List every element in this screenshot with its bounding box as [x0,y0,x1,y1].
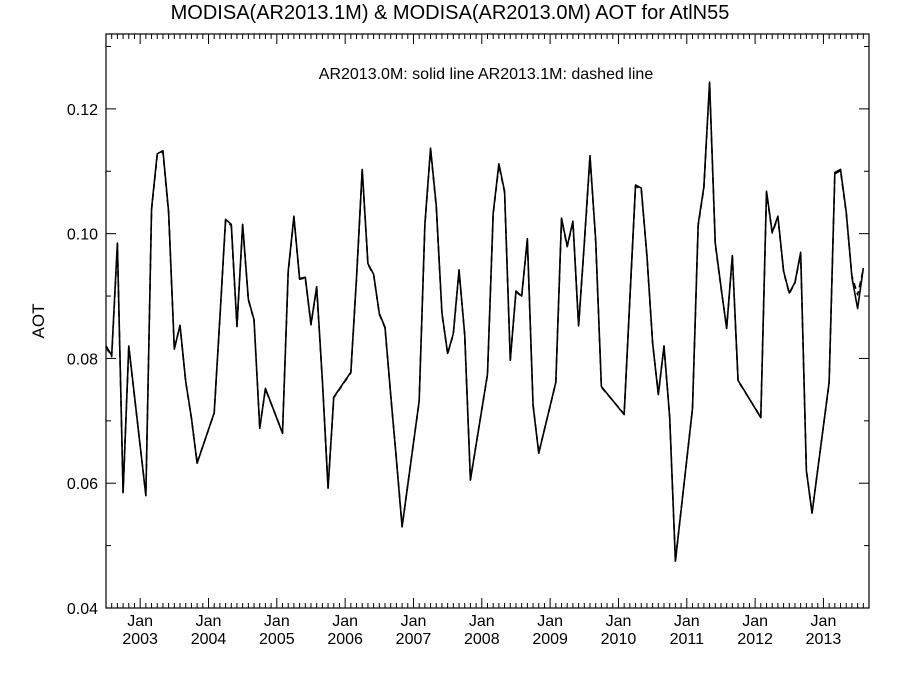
x-tick-month-label: Jan [127,613,153,630]
x-tick-year-label: 2004 [191,631,227,648]
y-tick-label: 0.12 [67,102,98,119]
x-tick-year-label: 2006 [327,631,363,648]
x-tick-year-label: 2009 [532,631,568,648]
x-tick-year-label: 2013 [806,631,842,648]
x-tick-month-label: Jan [606,613,632,630]
x-tick-year-label: 2005 [259,631,295,648]
x-tick-year-label: 2003 [122,631,158,648]
y-tick-label: 0.08 [67,351,98,368]
y-axis-label: AOT [29,304,48,339]
x-tick-month-label: Jan [401,613,427,630]
x-tick-month-label: Jan [537,613,563,630]
x-tick-year-label: 2008 [464,631,500,648]
x-tick-month-label: Jan [811,613,837,630]
legend-text: AR2013.0M: solid line AR2013.1M: dashed … [319,66,654,83]
x-tick-month-label: Jan [196,613,222,630]
series-line-ar2013-1m [105,82,865,562]
x-tick-year-label: 2007 [396,631,432,648]
y-tick-label: 0.10 [67,227,98,244]
x-tick-month-label: Jan [674,613,700,630]
chart-title: MODISA(AR2013.1M) & MODISA(AR2013.0M) AO… [170,2,730,24]
series-layer [105,81,865,563]
x-tick-year-label: 2010 [601,631,637,648]
y-tick-label: 0.06 [67,476,98,493]
x-tick-month-label: Jan [742,613,768,630]
x-tick-month-label: Jan [469,613,495,630]
x-tick-year-label: 2012 [737,631,773,648]
x-axis: Jan2003Jan2004Jan2005Jan2006Jan2007Jan20… [105,34,870,648]
y-tick-label: 0.04 [67,601,98,618]
x-tick-month-label: Jan [264,613,290,630]
x-tick-month-label: Jan [332,613,358,630]
x-tick-year-label: 2011 [670,631,705,648]
y-axis: 0.04 0.06 0.08 0.10 0.12 [67,45,869,618]
